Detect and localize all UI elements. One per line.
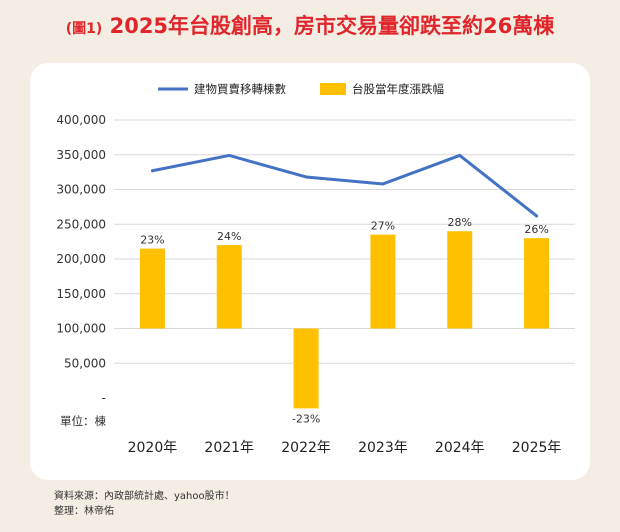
line-point	[150, 169, 154, 173]
legend-bar-swatch	[320, 83, 346, 95]
bar-data-label: 24%	[217, 230, 241, 243]
bar-data-label: 23%	[140, 234, 164, 247]
x-tick-label: 2023年	[358, 440, 408, 456]
x-tick-label: 2024年	[435, 440, 485, 456]
line-point	[381, 182, 385, 186]
bar-data-label: -23%	[292, 412, 320, 425]
y-tick-label: 100,000	[56, 322, 106, 336]
legend-line-label: 建物買賣移轉棟數	[194, 82, 286, 96]
chart-card: 建物買賣移轉棟數 台股當年度漲跌幅 400,000 350,000 300,000 2…	[30, 63, 590, 480]
y-tick-label: -	[102, 391, 106, 405]
y-tick-label: 250,000	[56, 217, 106, 231]
line-point	[227, 153, 231, 157]
y-tick-label: 400,000	[56, 113, 106, 127]
line-series	[150, 153, 539, 218]
x-tick-labels: 2020年 2021年 2022年 2023年 2024年 2025年	[128, 440, 562, 456]
x-tick-label: 2020年	[128, 440, 178, 456]
y-tick-labels: 400,000 350,000 300,000 250,000 200,000 150,0…	[56, 113, 106, 405]
series-line	[150, 153, 539, 218]
line-point	[304, 175, 308, 179]
legend-bar-label: 台股當年度漲跌幅	[352, 82, 444, 96]
bars	[139, 231, 550, 409]
bar	[216, 245, 242, 329]
bar	[447, 231, 473, 329]
bar-data-label: 28%	[448, 216, 472, 229]
y-tick-label: 150,000	[56, 287, 106, 301]
source-note: 資料來源：內政部統計處、yahoo股市！ 整理：林帝佑	[54, 489, 235, 519]
title-text: 2025年台股創高，房市交易量卻跌至約26萬棟	[109, 14, 555, 38]
line-point	[535, 214, 539, 218]
bar	[370, 234, 396, 329]
x-tick-label: 2025年	[512, 440, 562, 456]
unit-label: 單位：棟	[60, 414, 106, 428]
bar	[139, 248, 165, 329]
chart-svg: 建物買賣移轉棟數 台股當年度漲跌幅 400,000 350,000 300,000 2…	[56, 82, 575, 456]
editor-line: 整理：林帝佑	[54, 506, 114, 517]
bar-data-labels: 23% 24% -23% 27% 28% 26%	[140, 216, 549, 425]
y-tick-label: 50,000	[64, 356, 106, 370]
bar-data-label: 27%	[371, 220, 395, 233]
page-title: (圖1) 2025年台股創高，房市交易量卻跌至約26萬棟	[12, 12, 608, 43]
y-tick-label: 200,000	[56, 252, 106, 266]
y-tick-label: 350,000	[56, 148, 106, 162]
y-tick-label: 300,000	[56, 183, 106, 197]
figure-tag: (圖1)	[65, 21, 103, 37]
source-line: 資料來源：內政部統計處、yahoo股市！	[54, 491, 235, 502]
bar	[524, 238, 550, 329]
x-tick-label: 2022年	[281, 440, 331, 456]
legend: 建物買賣移轉棟數 台股當年度漲跌幅	[158, 82, 444, 96]
bar	[293, 328, 319, 409]
bar-data-label: 26%	[524, 223, 548, 236]
line-point	[458, 153, 462, 157]
gridlines	[114, 119, 575, 364]
x-tick-label: 2021年	[204, 440, 254, 456]
